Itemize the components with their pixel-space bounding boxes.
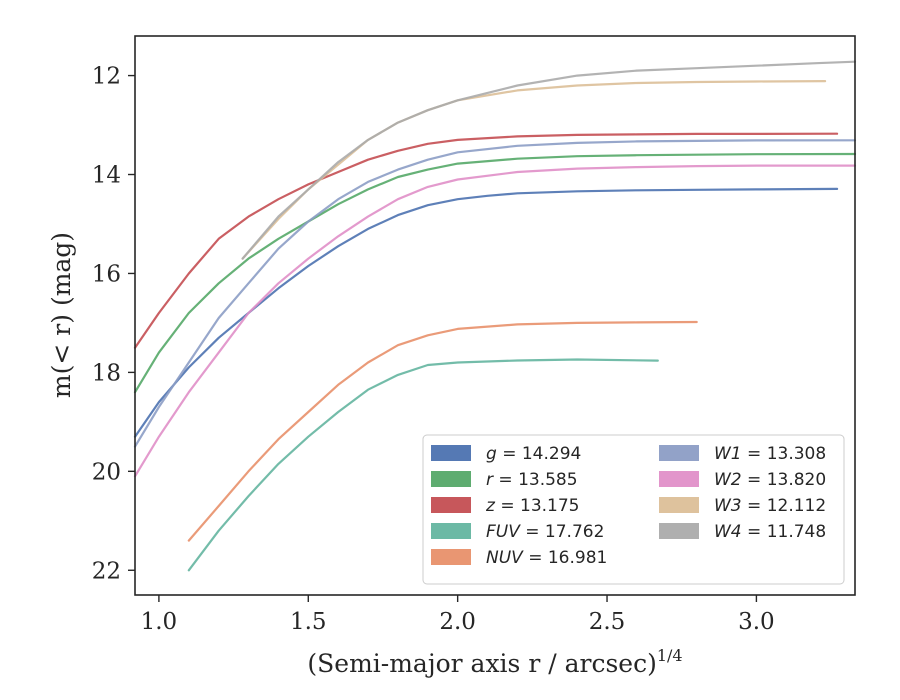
series-line-g <box>133 187 839 438</box>
legend-label-nuv: NUV = 16.981 <box>486 548 607 568</box>
legend-swatch-fuv <box>431 523 471 539</box>
legend-swatch-w4 <box>659 523 699 539</box>
series-line-w1 <box>133 139 857 448</box>
legend-label-g: g = 14.294 <box>486 444 581 464</box>
legend: g = 14.294 r = 13.585 z = 13.175 FUV = 17.7… <box>422 434 845 585</box>
plot-frame <box>134 35 856 596</box>
legend-swatch-z <box>431 497 471 513</box>
series-line-fuv <box>187 358 659 572</box>
tick-group: 1.0 1.5 2.0 2.5 3.0 12 14 16 18 20 22 <box>92 64 775 635</box>
series-line-nuv <box>187 320 698 542</box>
y-tick-label-5: 22 <box>92 558 121 584</box>
legend-swatch-w2 <box>659 471 699 487</box>
x-tick-label-3: 2.5 <box>589 609 626 635</box>
y-tick-label-4: 20 <box>92 459 121 485</box>
y-tick-label-0: 12 <box>92 64 121 90</box>
series-line-z <box>133 132 839 349</box>
legend-swatch-nuv <box>431 549 471 565</box>
series-line-w2 <box>133 164 857 478</box>
series-line-r <box>133 152 857 394</box>
legend-box <box>422 434 845 585</box>
x-tick-label-0: 1.0 <box>141 609 178 635</box>
y-tick-label-1: 14 <box>92 163 121 189</box>
legend-label-w2: W2 = 13.820 <box>714 470 826 490</box>
x-axis-label: (Semi-major axis r / arcsec)1/4 <box>307 646 682 678</box>
series-line-w4 <box>241 60 857 260</box>
y-axis-label: m(< r) (mag) <box>47 232 76 398</box>
legend-swatch-g <box>431 445 471 461</box>
legend-swatch-w1 <box>659 445 699 461</box>
legend-label-r: r = 13.585 <box>486 470 578 490</box>
legend-label-w1: W1 = 13.308 <box>714 444 826 464</box>
y-tick-label-3: 18 <box>92 360 121 386</box>
legend-label-fuv: FUV = 17.762 <box>486 522 604 542</box>
legend-swatch-r <box>431 471 471 487</box>
series-group <box>133 60 857 572</box>
y-tick-label-2: 16 <box>92 261 121 287</box>
x-tick-label-4: 3.0 <box>738 609 775 635</box>
legend-label-w4: W4 = 11.748 <box>714 522 826 542</box>
legend-label-w3: W3 = 12.112 <box>714 496 826 516</box>
legend-swatch-w3 <box>659 497 699 513</box>
legend-label-z: z = 13.175 <box>485 496 579 516</box>
x-tick-label-1: 1.5 <box>290 609 327 635</box>
x-tick-label-2: 2.0 <box>439 609 476 635</box>
